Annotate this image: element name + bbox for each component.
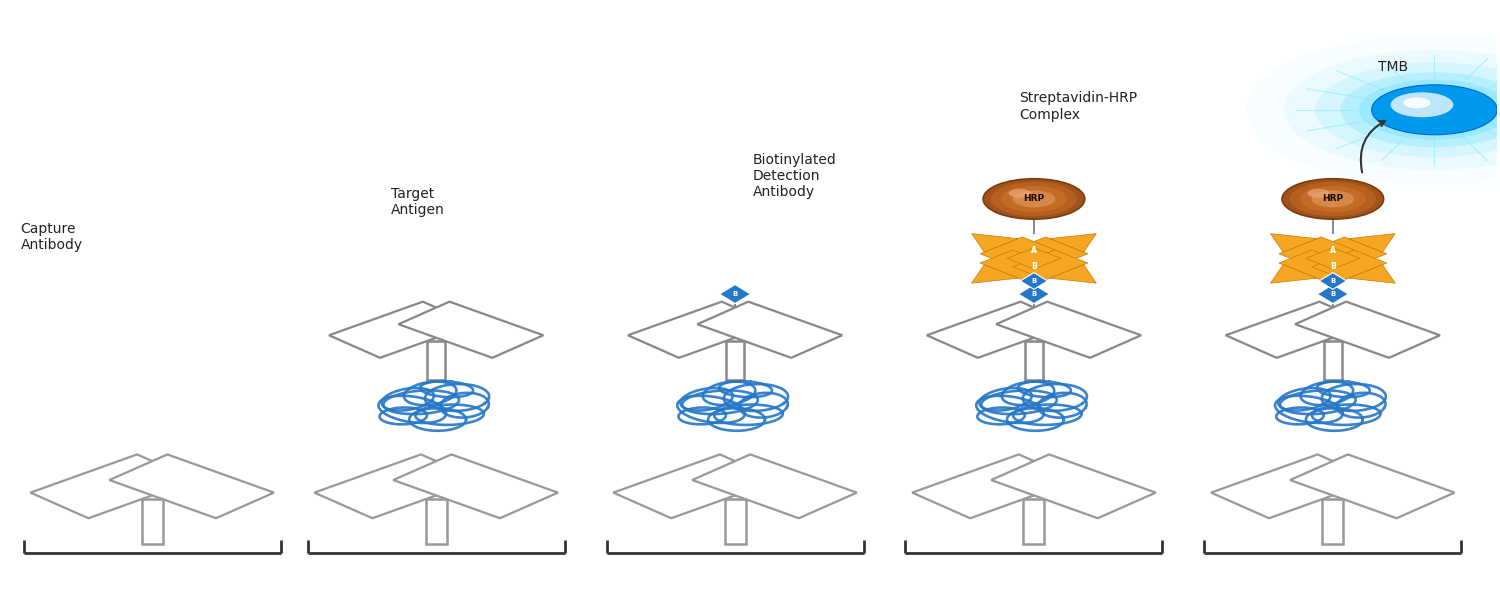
Circle shape [1359,80,1500,140]
Polygon shape [992,454,1155,518]
Text: A: A [1030,246,1036,255]
Circle shape [1290,182,1376,216]
Text: B: B [1030,262,1036,271]
Polygon shape [1270,265,1317,283]
Polygon shape [698,302,842,358]
Polygon shape [1050,265,1096,283]
Text: B: B [1032,291,1036,297]
Circle shape [1390,92,1454,117]
Polygon shape [614,454,778,518]
Text: B: B [1330,262,1335,271]
Polygon shape [1270,233,1317,252]
Polygon shape [1294,302,1440,358]
Polygon shape [1348,233,1395,252]
Polygon shape [1311,237,1386,267]
Text: A: A [1330,246,1336,255]
Polygon shape [30,454,195,518]
Polygon shape [1318,272,1347,289]
Polygon shape [1007,248,1060,269]
Polygon shape [1348,265,1395,283]
Polygon shape [980,237,1054,267]
Polygon shape [996,302,1142,358]
Circle shape [1300,186,1366,212]
Polygon shape [1020,272,1047,289]
Polygon shape [1317,284,1348,304]
Text: HRP: HRP [1323,194,1344,203]
Polygon shape [720,284,750,304]
Polygon shape [980,250,1054,280]
Polygon shape [110,454,274,518]
Circle shape [1311,190,1354,208]
Circle shape [992,182,1077,216]
Polygon shape [328,302,474,358]
Polygon shape [393,454,558,518]
Circle shape [1316,62,1500,157]
Polygon shape [315,454,478,518]
Polygon shape [1280,237,1354,267]
Polygon shape [1050,233,1096,252]
Text: Biotinylated
Detection
Antibody: Biotinylated Detection Antibody [753,152,837,199]
Polygon shape [1013,237,1088,267]
Circle shape [1341,73,1500,147]
Text: B: B [1032,278,1036,284]
Text: HRP: HRP [1023,194,1044,203]
Polygon shape [912,454,1077,518]
Polygon shape [628,302,772,358]
Text: B: B [1330,278,1335,284]
Text: Target
Antigen: Target Antigen [392,187,445,217]
Text: Capture
Antibody: Capture Antibody [21,222,82,253]
Circle shape [1371,85,1497,135]
Polygon shape [1013,250,1088,280]
Circle shape [1008,189,1031,198]
Circle shape [1013,190,1056,208]
Polygon shape [1226,302,1371,358]
Circle shape [1282,179,1383,219]
Circle shape [1402,97,1431,108]
Polygon shape [972,233,1018,252]
Circle shape [982,179,1084,219]
Text: B: B [732,291,738,297]
Polygon shape [1210,454,1376,518]
Polygon shape [1311,250,1386,280]
Polygon shape [927,302,1071,358]
Polygon shape [1280,250,1354,280]
Polygon shape [692,454,856,518]
Circle shape [1000,186,1066,212]
Text: Streptavidin-HRP
Complex: Streptavidin-HRP Complex [1019,91,1137,122]
Polygon shape [1019,284,1050,304]
Circle shape [1308,189,1330,198]
Polygon shape [399,302,543,358]
Text: B: B [1330,291,1335,297]
Circle shape [1284,50,1500,170]
Polygon shape [1290,454,1455,518]
Text: TMB: TMB [1377,60,1408,74]
Polygon shape [1306,248,1359,269]
Polygon shape [972,265,1018,283]
